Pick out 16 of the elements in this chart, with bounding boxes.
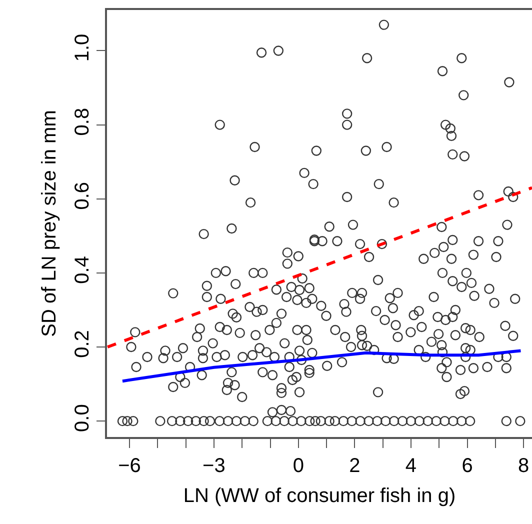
x-axis-title: LN (WW of consumer fish in g)	[183, 484, 456, 507]
x-tick-label: −3	[202, 454, 226, 477]
x-tick-label: 4	[405, 454, 417, 477]
y-tick-label: 0.4	[71, 256, 94, 284]
y-tick-label: 0.8	[71, 108, 94, 136]
x-tick-label: 8	[518, 454, 530, 477]
line-series	[120, 349, 522, 383]
y-tick-label: 0.2	[71, 330, 94, 358]
x-tick-label: 6	[462, 454, 473, 477]
y-tick-label: 1.0	[71, 34, 94, 62]
y-tick-label: 0.0	[71, 404, 94, 432]
x-tick-label: 0	[292, 454, 304, 477]
x-tick-label: −6	[118, 454, 141, 477]
y-tick-label: 0.6	[71, 182, 94, 210]
y-axis-title: SD of LN prey size in mm	[38, 110, 60, 337]
x-tick-label: 2	[349, 454, 360, 477]
